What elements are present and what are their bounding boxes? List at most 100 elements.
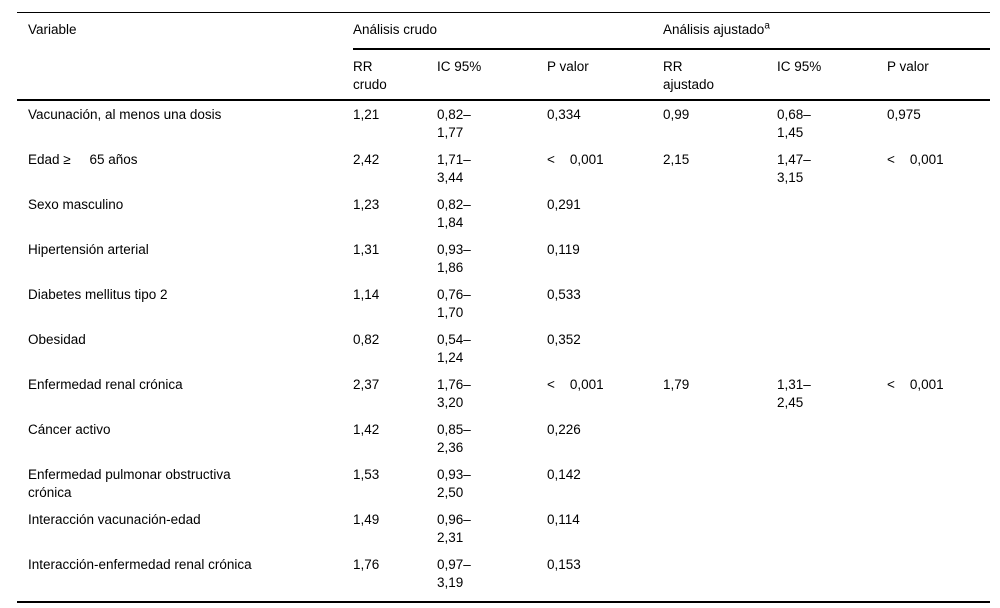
header-variable: Variable — [17, 12, 353, 101]
cell-rr-crude: 1,49 — [353, 512, 380, 527]
cell-rr-crude: 1,42 — [353, 422, 380, 437]
cell-p-adjusted: < 0,001 — [887, 152, 944, 167]
cell-ic-crude: 0,54– 1,24 — [437, 332, 471, 365]
header-rr-crude: RR crudo — [353, 49, 437, 101]
cell-rr-adjusted — [663, 506, 777, 551]
cell-ic-crude: 1,71– 3,44 — [437, 152, 471, 185]
cell-variable: Edad ≥ 65 años — [28, 152, 138, 167]
cell-rr-adjusted — [663, 326, 777, 371]
table-row: Interacción vacunación-edad 1,49 0,96– 2… — [17, 506, 990, 551]
cell-rr-crude: 2,37 — [353, 377, 380, 392]
cell-ic-crude: 0,96– 2,31 — [437, 512, 471, 545]
cell-rr-crude: 1,76 — [353, 551, 437, 603]
cell-rr-adjusted — [663, 416, 777, 461]
cell-p-adjusted — [887, 191, 990, 236]
cell-p-crude: 0,334 — [547, 107, 581, 122]
header-ic-crude: IC 95% — [437, 49, 547, 101]
cell-rr-crude: 0,82 — [353, 332, 380, 347]
table-row: Vacunación, al menos una dosis 1,21 0,82… — [17, 100, 990, 146]
cell-p-crude: 0,533 — [547, 287, 581, 302]
cell-p-adjusted — [887, 236, 990, 281]
cell-rr-crude: 2,42 — [353, 152, 380, 167]
cell-rr-crude: 1,14 — [353, 287, 380, 302]
results-table: Variable Análisis crudo Análisis ajustad… — [17, 12, 990, 603]
table-row: Hipertensión arterial 1,31 0,93– 1,86 0,… — [17, 236, 990, 281]
cell-ic-crude: 0,93– 2,50 — [437, 467, 471, 500]
cell-p-adjusted — [887, 281, 990, 326]
cell-p-crude: 0,291 — [547, 197, 581, 212]
cell-variable: Diabetes mellitus tipo 2 — [28, 287, 168, 302]
cell-p-crude: < 0,001 — [547, 152, 604, 167]
table-row: Interacción-enfermedad renal crónica 1,7… — [17, 551, 990, 603]
cell-p-crude: < 0,001 — [547, 377, 604, 392]
cell-rr-crude: 1,23 — [353, 197, 380, 212]
header-adjusted-group: Análisis ajustadoa — [663, 12, 990, 50]
table-row: Enfermedad pulmonar obstructiva crónica … — [17, 461, 990, 506]
cell-p-adjusted — [887, 551, 990, 603]
cell-p-adjusted — [887, 506, 990, 551]
cell-variable: Enfermedad renal crónica — [28, 377, 183, 392]
cell-variable: Vacunación, al menos una dosis — [28, 107, 222, 122]
table-row: Obesidad 0,82 0,54– 1,24 0,352 — [17, 326, 990, 371]
table-row: Sexo masculino 1,23 0,82– 1,84 0,291 — [17, 191, 990, 236]
cell-ic-crude: 0,97– 3,19 — [437, 551, 547, 603]
cell-rr-crude: 1,31 — [353, 242, 380, 257]
cell-ic-crude: 0,82– 1,84 — [437, 197, 471, 230]
cell-variable: Cáncer activo — [28, 422, 111, 437]
cell-ic-adjusted — [777, 416, 887, 461]
cell-variable: Interacción-enfermedad renal crónica — [17, 551, 353, 603]
cell-p-adjusted: 0,975 — [887, 107, 921, 122]
sub-header-row: RR crudo IC 95% P valor RR ajustado IC 9… — [17, 49, 990, 101]
cell-rr-crude: 1,21 — [353, 107, 380, 122]
cell-ic-adjusted — [777, 506, 887, 551]
header-p-adjusted: P valor — [887, 49, 990, 101]
cell-ic-adjusted: 0,68– 1,45 — [777, 107, 811, 140]
cell-p-crude: 0,114 — [547, 512, 580, 527]
cell-p-crude: 0,119 — [547, 242, 580, 257]
cell-p-adjusted — [887, 461, 990, 506]
table-row: Diabetes mellitus tipo 2 1,14 0,76– 1,70… — [17, 281, 990, 326]
table-row: Cáncer activo 1,42 0,85– 2,36 0,226 — [17, 416, 990, 461]
cell-rr-adjusted — [663, 281, 777, 326]
cell-rr-adjusted — [663, 191, 777, 236]
cell-variable: Enfermedad pulmonar obstructiva crónica — [28, 467, 231, 500]
cell-p-crude: 0,142 — [547, 467, 581, 482]
cell-ic-crude: 0,85– 2,36 — [437, 422, 471, 455]
table-row: Enfermedad renal crónica 2,37 1,76– 3,20… — [17, 371, 990, 416]
cell-ic-adjusted — [777, 326, 887, 371]
header-ic-adjusted: IC 95% — [777, 49, 887, 101]
cell-p-adjusted — [887, 326, 990, 371]
cell-variable: Hipertensión arterial — [28, 242, 149, 257]
cell-variable: Sexo masculino — [28, 197, 124, 212]
header-rr-adjusted: RR ajustado — [663, 49, 777, 101]
cell-rr-adjusted: 0,99 — [663, 107, 690, 122]
cell-ic-adjusted — [777, 461, 887, 506]
header-p-crude: P valor — [547, 49, 663, 101]
table-row: Edad ≥ 65 años 2,42 1,71– 3,44 < 0,001 2… — [17, 146, 990, 191]
cell-p-crude: 0,226 — [547, 422, 581, 437]
cell-rr-adjusted — [663, 551, 777, 603]
cell-variable: Interacción vacunación-edad — [28, 512, 201, 527]
cell-ic-crude: 0,93– 1,86 — [437, 242, 471, 275]
cell-ic-adjusted — [777, 281, 887, 326]
cell-ic-adjusted: 1,31– 2,45 — [777, 377, 811, 410]
cell-ic-crude: 0,76– 1,70 — [437, 287, 471, 320]
header-crude-group: Análisis crudo — [353, 12, 663, 50]
header-crude-group-label: Análisis crudo — [353, 22, 438, 37]
cell-rr-adjusted — [663, 236, 777, 281]
cell-rr-adjusted: 1,79 — [663, 377, 690, 392]
cell-rr-crude: 1,53 — [353, 467, 380, 482]
cell-variable: Obesidad — [28, 332, 86, 347]
group-header-row: Variable Análisis crudo Análisis ajustad… — [17, 12, 990, 101]
cell-ic-crude: 0,82– 1,77 — [437, 107, 471, 140]
cell-p-adjusted: < 0,001 — [887, 377, 944, 392]
header-adjusted-group-label: Análisis ajustado — [663, 22, 765, 37]
cell-rr-adjusted: 2,15 — [663, 152, 690, 167]
cell-ic-adjusted: 1,47– 3,15 — [777, 152, 811, 185]
cell-p-crude: 0,352 — [547, 332, 581, 347]
cell-ic-adjusted — [777, 191, 887, 236]
cell-ic-adjusted — [777, 236, 887, 281]
footnote-marker-a: a — [764, 20, 770, 32]
cell-p-adjusted — [887, 416, 990, 461]
